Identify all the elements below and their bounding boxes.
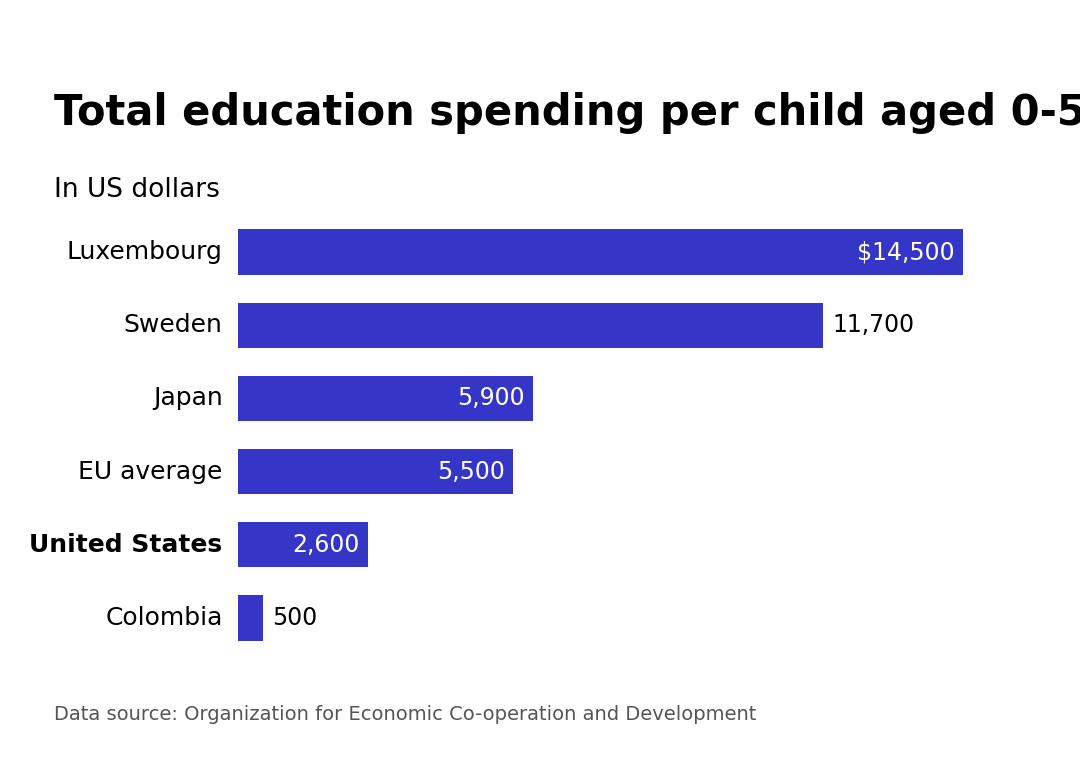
Text: 5,500: 5,500 bbox=[437, 460, 505, 484]
Text: 500: 500 bbox=[272, 606, 318, 630]
Bar bbox=[238, 595, 262, 641]
Bar bbox=[238, 376, 532, 421]
Text: In US dollars: In US dollars bbox=[54, 177, 220, 203]
Text: Luxembourg: Luxembourg bbox=[67, 240, 222, 264]
Text: Total education spending per child aged 0-5: Total education spending per child aged … bbox=[54, 92, 1080, 135]
Bar bbox=[238, 229, 962, 275]
Text: United States: United States bbox=[29, 533, 222, 557]
Bar bbox=[238, 303, 823, 348]
Text: 2,600: 2,600 bbox=[293, 533, 360, 557]
Text: Colombia: Colombia bbox=[105, 606, 222, 630]
Bar bbox=[238, 522, 367, 567]
Bar bbox=[238, 449, 513, 494]
Text: 11,700: 11,700 bbox=[833, 313, 915, 337]
Text: 5,900: 5,900 bbox=[458, 387, 525, 410]
Text: Sweden: Sweden bbox=[124, 313, 222, 337]
Text: Japan: Japan bbox=[153, 387, 222, 410]
Text: Data source: Organization for Economic Co-operation and Development: Data source: Organization for Economic C… bbox=[54, 705, 756, 724]
Text: EU average: EU average bbox=[78, 460, 222, 484]
Text: $14,500: $14,500 bbox=[858, 240, 955, 264]
